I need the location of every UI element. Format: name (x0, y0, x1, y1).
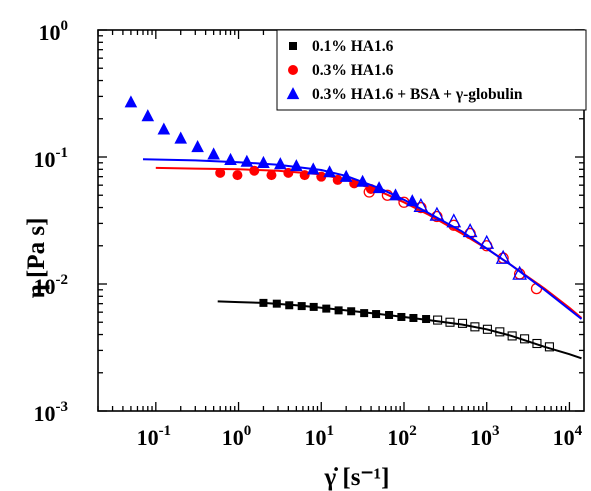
point-open (512, 265, 528, 280)
x-tick-label: 103 (470, 423, 500, 450)
point-filled (360, 309, 369, 318)
x-axis-title: γ̇ [s⁻¹] (323, 464, 389, 491)
point-open (446, 213, 462, 228)
point-filled (272, 299, 281, 308)
point-open (413, 197, 429, 213)
point-filled (174, 131, 188, 144)
point-open (457, 318, 468, 328)
point-filled (257, 155, 270, 168)
point-filled (297, 302, 306, 311)
legend: 0.1% HA1.6 0.3% HA1.6 0.3% HA1.6 + BSA + γ… (276, 29, 587, 111)
point-filled (232, 170, 243, 181)
y-axis-title: η [Pa s] (23, 218, 50, 299)
point-filled (207, 147, 220, 160)
y-tick-label: 10-2 (34, 272, 69, 299)
point-filled (385, 311, 394, 320)
point-filled (141, 109, 155, 122)
legend-marker-1 (288, 65, 298, 75)
x-tick-label: 102 (387, 423, 417, 450)
point-filled (124, 95, 138, 108)
point-open (532, 338, 542, 349)
point-filled (191, 140, 204, 153)
point-filled (356, 174, 369, 187)
point-filled (323, 165, 336, 178)
point-filled (240, 154, 254, 167)
point-filled (309, 302, 318, 311)
point-open (495, 327, 505, 337)
x-tick-label: 100 (222, 423, 252, 450)
legend-box (276, 29, 587, 111)
point-open (482, 324, 492, 334)
point-filled (157, 122, 171, 135)
plot-area (97, 29, 585, 412)
point-filled (334, 306, 343, 315)
series-0 (217, 298, 582, 360)
series-1 (155, 165, 583, 319)
point-filled (285, 301, 294, 310)
point-open (520, 334, 530, 344)
point-filled (372, 181, 386, 194)
point-open (507, 331, 517, 341)
point-filled (290, 159, 303, 172)
point-filled (322, 304, 331, 313)
point-filled (259, 298, 268, 307)
x-tick-label: 10-1 (137, 423, 172, 450)
point-open (429, 206, 445, 221)
point-filled (274, 157, 287, 170)
y-tick-label: 10-1 (34, 145, 69, 172)
point-filled (405, 194, 419, 207)
point-filled (422, 315, 431, 324)
point-filled (409, 313, 418, 322)
point-open (462, 222, 478, 238)
fit-curve-0 (217, 300, 582, 360)
series-2 (124, 95, 583, 320)
point-filled (332, 174, 343, 185)
y-tick-label: 10-3 (34, 399, 69, 426)
point-open (470, 322, 480, 332)
point-filled (389, 188, 402, 201)
y-tick-label: 100 (39, 18, 69, 45)
x-tick-label: 104 (553, 423, 583, 450)
point-filled (266, 170, 277, 181)
point-open (544, 342, 554, 352)
point-filled (299, 170, 310, 181)
point-open (433, 315, 443, 325)
point-filled (306, 162, 320, 175)
point-open (445, 317, 455, 327)
legend-marker-0 (289, 42, 297, 50)
legend-label-0: 0.1% HA1.6 (312, 38, 394, 55)
point-filled (339, 169, 353, 182)
x-tick-label: 101 (305, 423, 335, 450)
point-filled (347, 307, 356, 316)
legend-marker-2 (286, 87, 300, 100)
fit-curve-2 (142, 158, 583, 320)
point-filled (372, 310, 381, 319)
point-filled (397, 312, 406, 321)
point-filled (224, 152, 237, 166)
point-filled (249, 165, 260, 176)
legend-label-1: 0.3% HA1.6 (312, 62, 394, 79)
point-open (479, 234, 495, 249)
point-filled (215, 167, 226, 178)
legend-label-2: 0.3% HA1.6 + BSA + γ-globulin (312, 86, 523, 103)
point-open (495, 249, 511, 264)
